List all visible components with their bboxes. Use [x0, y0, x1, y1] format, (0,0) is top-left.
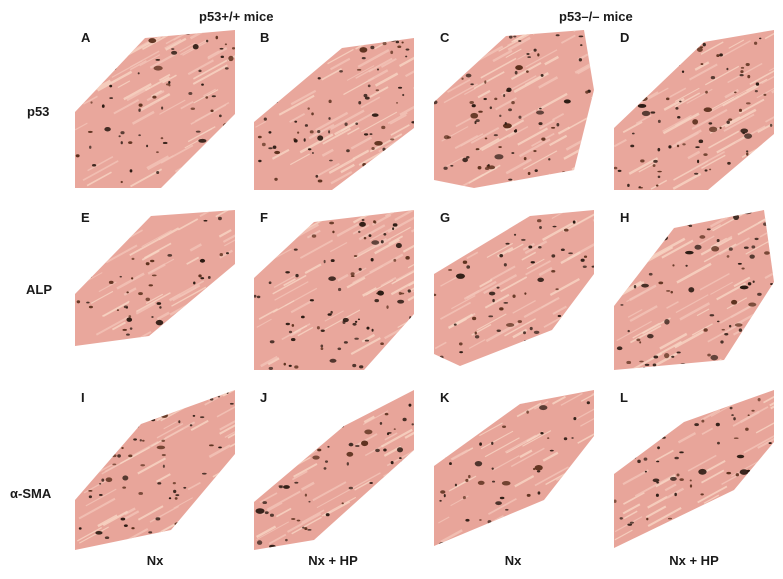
histology-panel-a: A	[75, 30, 235, 190]
row-label-p53: p53	[27, 104, 50, 119]
tissue-micrograph-image	[254, 210, 414, 370]
panel-letter: F	[260, 210, 268, 225]
panel-letter: A	[81, 30, 91, 45]
tissue-micrograph-image	[254, 390, 414, 550]
histology-panel-l: L	[614, 390, 774, 550]
panel-letter: L	[620, 390, 628, 405]
row-label-alpha-sma: α-SMA	[10, 486, 52, 501]
tissue-micrograph-image	[75, 30, 235, 188]
panel-letter: G	[440, 210, 451, 225]
panel-letter: E	[81, 210, 90, 225]
histology-panel-e: E	[75, 210, 235, 370]
col-label-ko-nx-hp: Nx + HP	[669, 553, 719, 568]
tissue-micrograph-image	[434, 30, 594, 188]
panel-letter: J	[260, 390, 268, 405]
histology-panel-c: C	[434, 30, 594, 190]
tissue-micrograph-image	[254, 38, 414, 190]
tissue-micrograph-image	[614, 390, 774, 548]
tissue-micrograph-image	[434, 210, 594, 366]
tissue-micrograph-image	[614, 30, 774, 190]
tissue-micrograph-image	[434, 390, 594, 546]
histology-panel-b: B	[254, 30, 414, 190]
histology-panel-j: J	[254, 390, 414, 550]
panel-letter: H	[620, 210, 630, 225]
col-label-wt-nx-hp: Nx + HP	[308, 553, 358, 568]
group-title-knockout: p53–/– mice	[559, 9, 633, 24]
panel-letter: B	[260, 30, 270, 45]
col-label-ko-nx: Nx	[504, 553, 522, 568]
histology-panel-h: H	[614, 210, 774, 370]
col-label-wt-nx: Nx	[146, 553, 164, 568]
histology-panel-i: I	[75, 390, 235, 550]
histology-panel-k: K	[434, 390, 594, 550]
tissue-micrograph-image	[614, 210, 774, 370]
histology-panel-d: D	[614, 30, 774, 190]
panel-letter: I	[81, 390, 85, 405]
panel-letter: D	[620, 30, 630, 45]
histology-panel-f: F	[254, 210, 414, 370]
group-title-wildtype: p53+/+ mice	[199, 9, 274, 24]
histology-panel-g: G	[434, 210, 594, 370]
panel-letter: K	[440, 390, 450, 405]
tissue-micrograph-image	[75, 210, 235, 346]
tissue-micrograph-image	[75, 390, 235, 550]
row-label-alp: ALP	[26, 282, 52, 297]
panel-letter: C	[440, 30, 450, 45]
